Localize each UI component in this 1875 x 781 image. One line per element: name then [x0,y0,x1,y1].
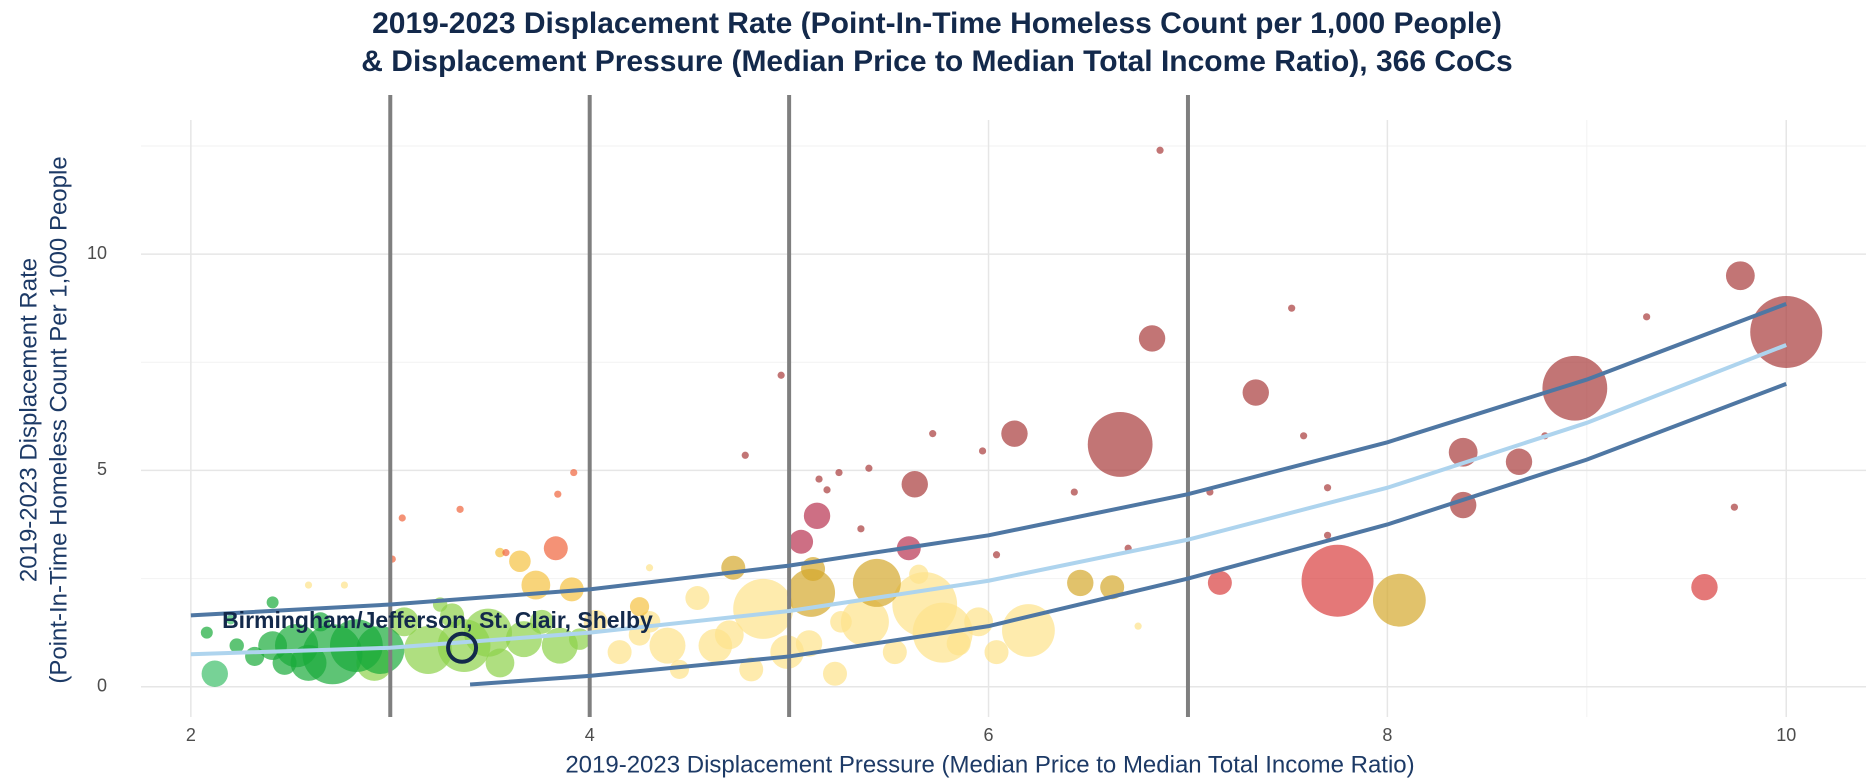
bubble [1643,313,1651,321]
bubble [946,631,971,656]
bubble [543,536,568,561]
bubble [835,468,843,477]
y-tick-label: 0 [97,675,107,695]
bubble [607,640,632,665]
bubble [629,597,650,617]
bubble [1087,412,1153,477]
bubble [404,625,453,674]
bubble [340,581,349,589]
bubble [815,475,823,483]
bubble [1156,146,1164,154]
bubble [777,371,785,379]
bubble [992,551,1001,559]
bubble [485,648,515,678]
bubble [304,581,313,589]
x-tick-label: 10 [1776,725,1796,745]
bubble [882,640,907,665]
bubble [822,661,847,686]
bubble [929,430,937,438]
chart-title: & Displacement Pressure (Median Price to… [361,45,1512,78]
bubble [830,611,852,633]
bubble [456,505,464,513]
bubble [1725,261,1755,291]
bubble [1730,503,1738,511]
bubble [290,644,327,681]
x-tick-label: 6 [984,725,994,745]
bubble [1067,569,1094,597]
bubble [272,650,297,675]
bubble [1288,304,1296,312]
annotation: Birmingham/Jefferson, St. Clair, Shelby [222,607,653,633]
bubble [1138,325,1166,352]
bubble [389,607,419,637]
bubble [978,447,987,455]
bubble [1300,432,1308,440]
bubble [909,564,929,584]
bubble [1542,355,1608,421]
bubble [803,502,831,530]
bubble [1070,488,1078,496]
bubble [225,614,236,625]
bubble [266,596,279,609]
y-axis-label: (Point-In-Time Homeless Count Per 1,000 … [45,156,72,683]
bubble [1505,448,1533,475]
bubble [1750,295,1823,368]
bubble [229,638,244,653]
trend-line [190,343,1787,657]
bubble [1323,484,1332,492]
chart-title: 2019-2023 Displacement Rate (Point-In-Ti… [372,7,1502,40]
y-tick-label: 10 [87,243,107,263]
bubble [570,468,578,477]
bubble [840,597,889,646]
bubble [721,555,746,580]
bubble [857,525,865,533]
x-tick-label: 8 [1382,725,1392,745]
y-axis-label: 2019-2023 Displacement Rate [15,258,42,582]
bubble [649,627,686,664]
bubble [502,549,510,557]
bubble [739,657,764,682]
bubble [1134,622,1142,630]
highlight-point [446,631,479,664]
x-axis-label: 2019-2023 Displacement Pressure (Median … [565,751,1414,778]
bubble [1323,531,1332,539]
bubble [685,586,710,611]
bubble [200,626,213,639]
bubble [823,486,831,494]
bubble [901,471,928,498]
bubble [795,630,823,657]
x-tick-label: 4 [585,725,595,745]
bubble [1301,544,1374,617]
bubble [1242,379,1269,406]
bubble [1207,570,1232,595]
bubble [529,609,554,634]
bubble [1002,604,1055,657]
bubble [714,620,744,650]
bubble [789,529,814,554]
bubble [440,603,465,628]
bubble [984,640,1009,665]
bubble [245,646,265,667]
bubble [964,607,993,637]
bubble [1691,574,1718,601]
bubble [741,451,749,459]
bubble [1372,573,1426,627]
trend-line [190,301,1787,618]
trend-line [469,382,1787,687]
bubble [509,550,531,573]
bubble [495,547,505,558]
y-tick-label: 5 [97,459,107,479]
bubble [398,514,406,522]
x-tick-label: 2 [186,725,196,745]
bubble [733,578,794,639]
bubble [1001,420,1028,447]
bubble [645,564,654,572]
bubble [669,659,690,680]
bubble [310,612,331,632]
bubble [201,660,228,687]
bubble [554,490,562,498]
bubble [865,464,873,472]
